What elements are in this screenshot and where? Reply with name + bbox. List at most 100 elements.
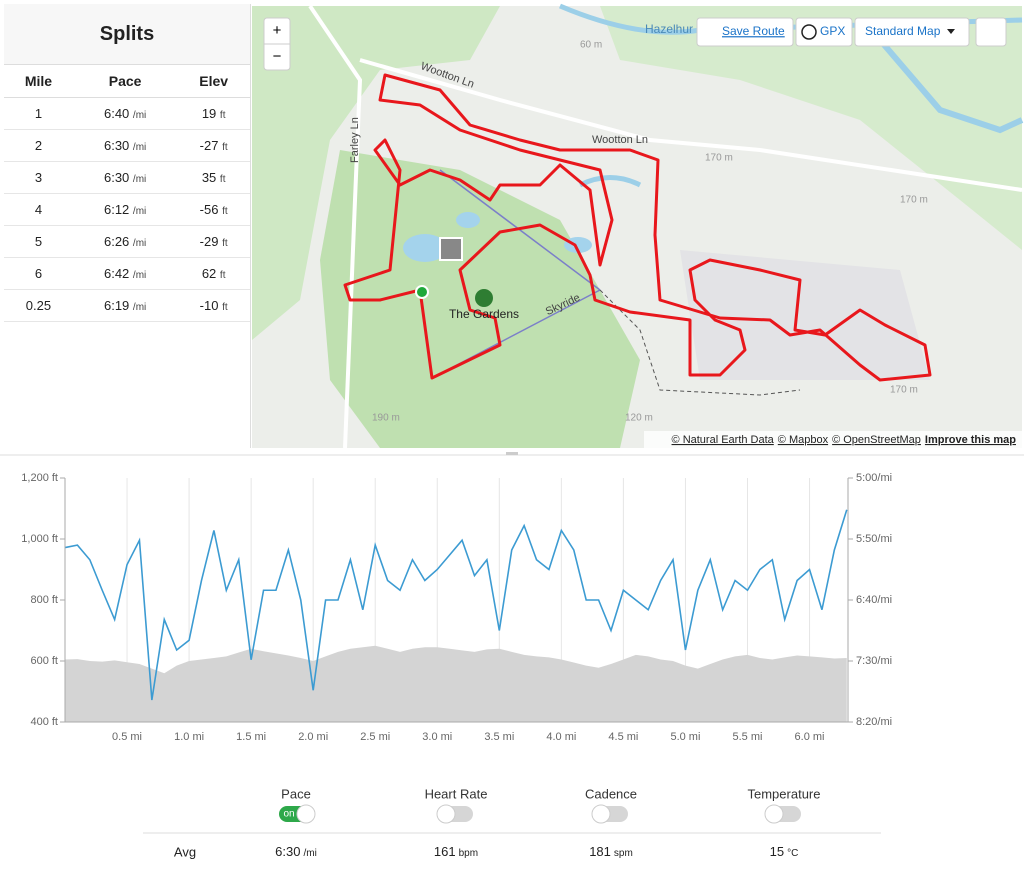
y-tick-label: 400 ft xyxy=(30,716,58,728)
zoom-out[interactable]: − xyxy=(273,48,282,65)
pace: 6:30 xyxy=(103,138,130,153)
pace: 6:30 xyxy=(103,170,130,185)
pace-cell: 6:42 /mi xyxy=(72,257,178,290)
toggle-knob xyxy=(296,804,316,824)
gpx[interactable]: GPX xyxy=(820,24,845,38)
split-row: 4 6:12 /mi -56 ft xyxy=(4,193,250,226)
toggle-state: on xyxy=(283,809,294,820)
toggle-knob xyxy=(591,804,611,824)
mile: 3 xyxy=(4,161,73,194)
column-header: Elev xyxy=(177,65,250,98)
mile: 5 xyxy=(4,225,73,258)
attribution-link[interactable]: © Natural Earth Data xyxy=(672,434,775,446)
x-tick-label: 3.5 mi xyxy=(484,731,514,743)
map-label: 190 m xyxy=(372,413,400,424)
mile: 2 xyxy=(4,129,73,162)
elev: 19 xyxy=(201,106,217,121)
pace-line xyxy=(64,509,848,701)
mile: 0.25 xyxy=(4,289,73,322)
avg-number: 161 xyxy=(434,844,456,859)
x-tick-label: 1.5 mi xyxy=(236,731,266,743)
x-tick-label: 5.0 mi xyxy=(670,731,700,743)
toggle-knob xyxy=(764,804,784,824)
split-row: 0.25 6:19 /mi -10 ft xyxy=(4,289,250,322)
elev-unit: ft xyxy=(219,110,226,121)
elev-cell: -27 ft xyxy=(177,129,250,162)
split-row: 5 6:26 /mi -29 ft xyxy=(4,225,250,258)
pace-cell: 6:26 /mi xyxy=(72,225,178,258)
metric-label: Pace xyxy=(281,786,311,801)
pace: 6:19 xyxy=(103,298,130,313)
split-row: 3 6:30 /mi 35 ft xyxy=(4,161,250,194)
elev: 62 xyxy=(201,266,217,281)
attribution-link[interactable]: Improve this map xyxy=(925,434,1016,446)
attribution: © Natural Earth Data © Mapbox © OpenStreet… xyxy=(672,434,1017,446)
elev: -10 xyxy=(199,298,219,313)
x-tick-label: 5.5 mi xyxy=(733,731,763,743)
pace-unit: /mi xyxy=(132,302,147,313)
elev-cell: -29 ft xyxy=(177,225,250,258)
avg-number: 181 xyxy=(589,844,611,859)
y2-tick-label: 7:30/mi xyxy=(856,655,892,667)
zoom-in[interactable]: + xyxy=(273,22,282,39)
avg-value: 161 bpm xyxy=(434,844,478,859)
elevation-area xyxy=(65,645,847,722)
avg-label: Avg xyxy=(174,844,196,859)
elev-unit: ft xyxy=(222,142,228,153)
elev: 35 xyxy=(201,170,217,185)
avg-unit: spm xyxy=(614,848,633,859)
elev: -56 xyxy=(199,202,219,217)
elev-unit: ft xyxy=(222,206,228,217)
x-tick-label: 4.0 mi xyxy=(546,731,576,743)
elev-unit: ft xyxy=(219,270,226,281)
elev-unit: ft xyxy=(222,238,228,249)
x-tick-label: 3.0 mi xyxy=(422,731,452,743)
metric-label: Temperature xyxy=(748,786,821,801)
pace-cell: 6:12 /mi xyxy=(72,193,178,226)
y2-tick-label: 6:40/mi xyxy=(856,594,892,606)
avg-value: 181 spm xyxy=(589,844,633,859)
pace-unit: /mi xyxy=(132,110,147,121)
y2-tick-label: 5:00/mi xyxy=(856,472,892,484)
y-tick-label: 1,200 ft xyxy=(21,472,58,484)
chart: 0.5 mi 1.0 mi 1.5 mi 2.0 mi 2.5 mi 3.0 mi 3.5 … xyxy=(21,472,892,743)
map-label: Wootton Ln xyxy=(592,134,648,146)
pace-unit: /mi xyxy=(132,270,147,281)
mile: 1 xyxy=(4,97,73,130)
avg-unit: °C xyxy=(787,848,798,859)
map-label: Farley Ln xyxy=(349,117,361,163)
pace-cell: 6:30 /mi xyxy=(72,161,178,194)
attribution-link[interactable]: © OpenStreetMap xyxy=(832,434,921,446)
attribution-link[interactable]: © Mapbox xyxy=(778,434,829,446)
pace-unit: /mi xyxy=(132,142,147,153)
split-row: 1 6:40 /mi 19 ft xyxy=(4,97,250,130)
pace-cell: 6:19 /mi xyxy=(72,289,178,322)
x-tick-label: 2.5 mi xyxy=(360,731,390,743)
map-label: 170 m xyxy=(890,385,918,396)
pace-unit: /mi xyxy=(132,238,147,249)
map-label: 60 m xyxy=(580,40,602,51)
map-style[interactable]: Standard Map xyxy=(865,24,941,38)
elev-cell: 35 ft xyxy=(177,161,250,194)
y-tick-label: 1,000 ft xyxy=(21,533,58,545)
avg-value: 6:30/mi xyxy=(275,844,317,859)
x-tick-label: 4.5 mi xyxy=(608,731,638,743)
column-header: Pace xyxy=(72,65,178,98)
y2-tick-label: 5:50/mi xyxy=(856,533,892,545)
y-tick-label: 600 ft xyxy=(30,655,58,667)
avg-number: 15 xyxy=(770,844,784,859)
map-label: 170 m xyxy=(900,195,928,206)
elev-unit: ft xyxy=(219,174,226,185)
map: Wootton Ln Wootton Ln Farley Ln The Gard… xyxy=(252,3,1024,449)
elev-cell: -56 ft xyxy=(177,193,250,226)
metrics: Pace on Heart Rate Cadence Temperature Avg 6:3… xyxy=(174,786,821,859)
pace-unit: /mi xyxy=(132,174,147,185)
x-tick-label: 6.0 mi xyxy=(795,731,825,743)
map-label: Hazelhur xyxy=(645,22,693,36)
save-route[interactable]: Save Route xyxy=(722,24,785,38)
elev-unit: ft xyxy=(222,302,228,313)
avg-unit: /mi xyxy=(303,848,316,859)
map-label: The Gardens xyxy=(449,307,519,321)
elev-cell: -10 ft xyxy=(177,289,250,322)
